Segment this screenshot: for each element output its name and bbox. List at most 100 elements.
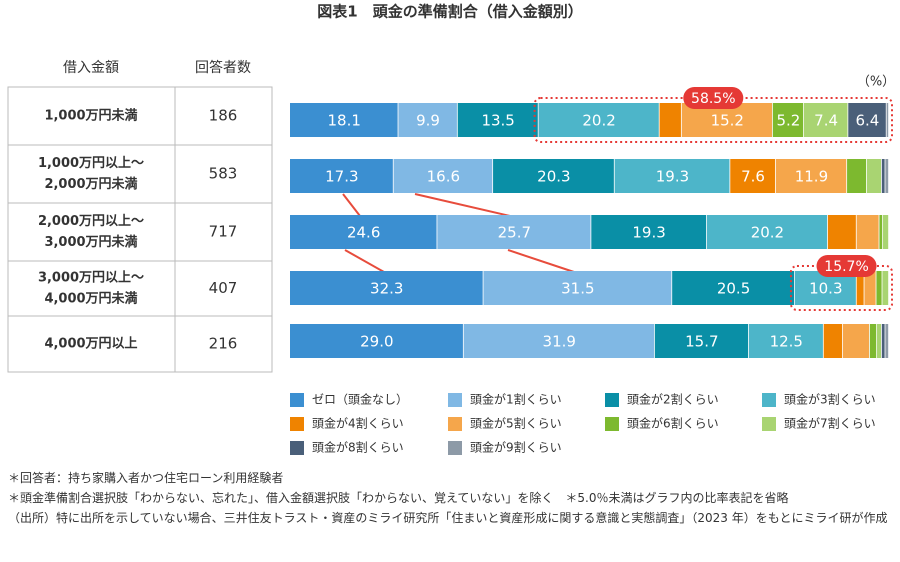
respondent-count: 583 [209,165,238,183]
respondent-count: 186 [209,107,238,125]
bar-segment [290,103,398,137]
data-label: 11.9 [795,168,828,186]
bar-segment [463,324,654,358]
chart: 図表1 頭金の準備割合（借入金額別） （%） 借入金額 回答者数 1,000万円… [7,3,895,455]
legend-label: 頭金が6割くらい [627,416,719,431]
data-label: 15.2 [711,112,744,130]
row-label: 2,000万円以上～ [38,214,144,229]
arrow [414,193,511,217]
data-label: 20.3 [537,168,570,186]
arrow [344,249,385,273]
bar-segment [437,215,591,249]
legend-label: 頭金が2割くらい [627,392,719,407]
bar-segment [772,103,804,137]
arrow [342,193,361,217]
legend-swatch [605,393,619,407]
legend-label: 頭金が7割くらい [784,416,876,431]
legend-swatch [290,417,304,431]
bar-segment [614,159,730,193]
bar-segment [290,271,483,305]
bar-segment [290,324,463,358]
bar-segment [883,215,889,249]
bar-segment [659,103,681,137]
data-label: 32.3 [370,280,403,298]
chart-title: 図表1 頭金の準備割合（借入金額別） [317,3,582,21]
data-label: 20.2 [582,112,615,130]
bar-segment [842,324,870,358]
legend-label: ゼロ（頭金なし） [312,392,408,407]
bar-segment [483,271,672,305]
data-label: 24.6 [347,224,380,242]
row-label: 1,000万円未満 [44,108,137,124]
bar-segment [823,324,843,358]
bar-segment [856,215,879,249]
bar-segment [876,271,882,305]
legend-swatch [448,393,462,407]
data-label: 13.5 [481,112,514,130]
data-label: 10.3 [809,280,842,298]
bar-segment [885,159,889,193]
bar-segment [290,215,437,249]
notes: ＊回答者：持ち家購入者かつ住宅ローン利用経験者 ＊頭金準備割合選択肢「わからない… [8,468,896,528]
row-label: 4,000万円未満 [44,291,137,307]
data-label: 19.3 [656,168,689,186]
callout-pill [683,87,744,109]
legend-label: 頭金が3割くらい [784,392,876,407]
table-header: 借入金額 [63,60,119,76]
row-label: 2,000万円未満 [44,176,137,192]
respondent-count: 216 [209,335,238,353]
legend-swatch [762,417,776,431]
legend-swatch [605,417,619,431]
legend-swatch [448,417,462,431]
note: ＊頭金準備割合選択肢「わからない、忘れた」、借入金額選択肢「わからない、覚えてい… [8,491,554,505]
data-label: 20.5 [717,280,750,298]
bar-segment [869,324,877,358]
data-label: 6.4 [856,112,880,130]
bar-segment [885,324,889,358]
bar-segment [672,271,795,305]
row-label: 3,000万円未満 [44,234,137,250]
bar-segment [730,159,775,193]
bar-segment [881,159,885,193]
legend-swatch [290,393,304,407]
respondent-count: 717 [209,223,238,241]
note: ＊回答者：持ち家購入者かつ住宅ローン利用経験者 [8,471,284,485]
callout-pill [816,255,877,277]
bar-segment [398,103,457,137]
unit-label: （%） [857,75,895,90]
callout-label: 58.5% [691,91,735,107]
data-label: 25.7 [498,224,531,242]
bar-segment [881,324,885,358]
data-label: 19.3 [632,224,665,242]
data-label: 31.5 [561,280,594,298]
callout-label: 15.7% [824,259,868,275]
bar-segment [886,103,889,137]
bar-segment [706,215,828,249]
bar-segment [856,271,864,305]
legend-label: 頭金が8割くらい [312,440,404,455]
legend-swatch [762,393,776,407]
data-label: 31.9 [543,333,576,351]
bar-segment [882,271,889,305]
note: ＊5.0％未満はグラフ内の比率表記を省略 [565,491,789,505]
legend-label: 頭金が4割くらい [312,416,404,431]
arrows [342,193,575,273]
bar-segment [457,103,538,137]
bar-segment [803,103,848,137]
table-frame [7,86,273,373]
table-header: 回答者数 [195,59,251,76]
bar-segment [290,159,393,193]
bar-segment [493,159,614,193]
bar-segment [864,271,876,305]
data-label: 20.2 [751,224,784,242]
respondent-count: 407 [209,279,238,297]
data-label: 5.2 [776,112,800,130]
data-label: 18.1 [328,112,361,130]
data-label: 17.3 [325,168,358,186]
data-label: 12.5 [770,333,803,351]
data-label: 16.6 [427,168,460,186]
legend-label: 頭金が5割くらい [470,416,562,431]
bar-segment [848,103,886,137]
data-label: 15.7 [685,333,718,351]
bar-segment [847,159,867,193]
